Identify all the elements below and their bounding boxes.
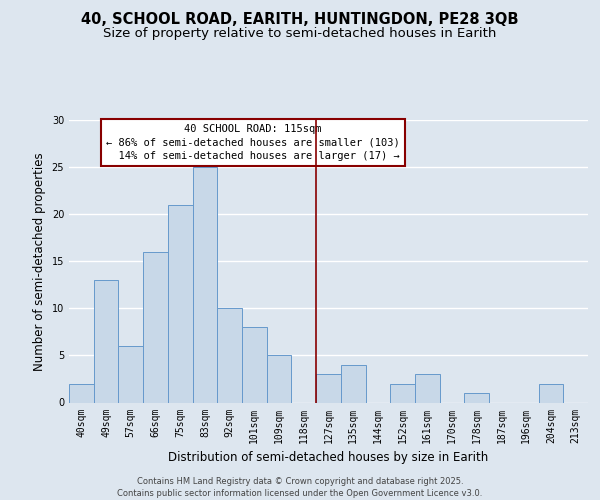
Bar — [168, 205, 193, 402]
Bar — [415, 374, 440, 402]
Bar — [193, 167, 217, 402]
Bar — [118, 346, 143, 403]
Bar — [539, 384, 563, 402]
Text: Size of property relative to semi-detached houses in Earith: Size of property relative to semi-detach… — [103, 28, 497, 40]
Bar — [390, 384, 415, 402]
Bar — [341, 365, 365, 403]
Y-axis label: Number of semi-detached properties: Number of semi-detached properties — [33, 152, 46, 370]
X-axis label: Distribution of semi-detached houses by size in Earith: Distribution of semi-detached houses by … — [169, 451, 488, 464]
Bar — [316, 374, 341, 402]
Bar — [242, 327, 267, 402]
Bar — [267, 356, 292, 403]
Bar — [143, 252, 168, 402]
Text: 40 SCHOOL ROAD: 115sqm
← 86% of semi-detached houses are smaller (103)
  14% of : 40 SCHOOL ROAD: 115sqm ← 86% of semi-det… — [106, 124, 400, 160]
Bar — [464, 393, 489, 402]
Bar — [217, 308, 242, 402]
Bar — [69, 384, 94, 402]
Text: Contains HM Land Registry data © Crown copyright and database right 2025.
Contai: Contains HM Land Registry data © Crown c… — [118, 476, 482, 498]
Bar — [94, 280, 118, 402]
Text: 40, SCHOOL ROAD, EARITH, HUNTINGDON, PE28 3QB: 40, SCHOOL ROAD, EARITH, HUNTINGDON, PE2… — [81, 12, 519, 28]
